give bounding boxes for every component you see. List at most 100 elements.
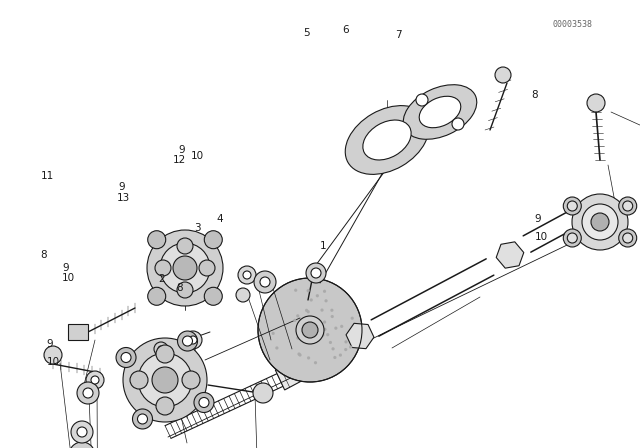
Circle shape (69, 442, 95, 448)
Circle shape (194, 392, 214, 413)
Circle shape (619, 197, 637, 215)
Circle shape (91, 376, 99, 384)
Circle shape (148, 231, 166, 249)
Circle shape (311, 268, 321, 278)
Text: 9: 9 (178, 145, 184, 155)
Circle shape (318, 372, 321, 375)
Text: 9: 9 (62, 263, 68, 273)
Circle shape (591, 213, 609, 231)
Circle shape (333, 329, 335, 332)
Circle shape (303, 330, 307, 333)
Text: 00003538: 00003538 (553, 20, 593, 29)
Text: 7: 7 (395, 30, 401, 40)
Circle shape (236, 288, 250, 302)
Circle shape (77, 382, 99, 404)
Circle shape (130, 371, 148, 389)
Circle shape (199, 260, 215, 276)
Circle shape (319, 329, 321, 332)
Circle shape (267, 326, 270, 329)
Circle shape (333, 331, 335, 334)
Circle shape (204, 287, 222, 305)
Circle shape (619, 229, 637, 247)
Circle shape (344, 316, 347, 319)
Circle shape (307, 330, 310, 333)
Circle shape (329, 304, 332, 307)
Circle shape (572, 194, 628, 250)
Circle shape (147, 230, 223, 306)
Circle shape (182, 371, 200, 389)
Circle shape (86, 371, 104, 389)
Circle shape (269, 313, 273, 316)
Text: 1: 1 (320, 241, 326, 250)
Circle shape (177, 238, 193, 254)
Ellipse shape (403, 85, 477, 139)
Text: 10: 10 (62, 273, 76, 283)
Circle shape (300, 330, 303, 333)
Circle shape (321, 307, 324, 310)
Ellipse shape (345, 106, 429, 174)
Circle shape (204, 231, 222, 249)
Text: 8: 8 (531, 90, 538, 100)
Circle shape (331, 309, 334, 312)
Circle shape (306, 263, 326, 283)
Circle shape (312, 327, 315, 330)
Circle shape (292, 327, 296, 329)
Circle shape (177, 282, 193, 298)
Circle shape (173, 256, 197, 280)
Circle shape (308, 319, 310, 322)
Circle shape (306, 331, 308, 334)
Circle shape (296, 339, 299, 342)
Ellipse shape (419, 96, 461, 128)
Circle shape (299, 285, 302, 288)
Circle shape (587, 94, 605, 112)
Circle shape (346, 308, 349, 311)
Text: 12: 12 (173, 155, 186, 165)
Circle shape (258, 278, 362, 382)
Text: 8: 8 (176, 283, 182, 293)
Circle shape (44, 346, 62, 364)
Circle shape (271, 327, 274, 330)
Text: 10: 10 (47, 357, 60, 367)
Circle shape (260, 277, 270, 287)
Circle shape (623, 233, 633, 243)
Circle shape (289, 340, 292, 343)
Circle shape (335, 299, 338, 302)
Circle shape (282, 342, 285, 345)
Text: 13: 13 (117, 194, 131, 203)
Circle shape (310, 329, 313, 332)
Circle shape (563, 197, 581, 215)
Circle shape (307, 285, 310, 288)
Circle shape (148, 287, 166, 305)
Circle shape (290, 314, 293, 317)
Circle shape (83, 388, 93, 398)
Polygon shape (346, 323, 374, 349)
Circle shape (309, 332, 312, 335)
Circle shape (330, 338, 333, 341)
Circle shape (138, 414, 147, 424)
Circle shape (132, 409, 152, 429)
Circle shape (312, 340, 315, 343)
Circle shape (623, 201, 633, 211)
Circle shape (324, 317, 327, 319)
Circle shape (177, 331, 198, 351)
Circle shape (302, 309, 305, 312)
Text: 9: 9 (534, 214, 541, 224)
Circle shape (304, 328, 307, 331)
Text: 8: 8 (40, 250, 47, 260)
Ellipse shape (363, 120, 411, 160)
Text: 6: 6 (342, 26, 349, 35)
Text: 9: 9 (47, 339, 53, 349)
Circle shape (326, 341, 329, 344)
Circle shape (123, 338, 207, 422)
Circle shape (189, 336, 197, 344)
Circle shape (283, 322, 285, 325)
Text: 10: 10 (534, 233, 548, 242)
Circle shape (71, 421, 93, 443)
Circle shape (452, 118, 464, 130)
Circle shape (281, 336, 284, 339)
Circle shape (158, 346, 164, 352)
Circle shape (302, 322, 318, 338)
Circle shape (314, 284, 317, 287)
Circle shape (314, 334, 317, 337)
Circle shape (326, 333, 329, 336)
